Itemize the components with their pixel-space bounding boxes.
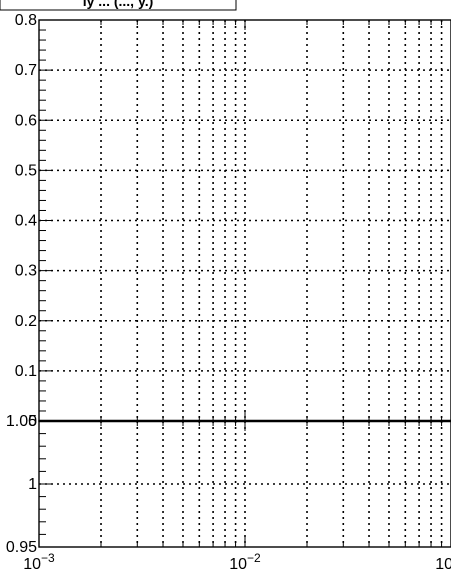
y-tick-label: 0.95 [6,539,37,556]
y-tick-label: 0.4 [15,213,37,230]
title-text: ly ... (..., y.) [83,0,154,9]
y-tick-label: 0.8 [15,12,37,29]
x-tick-label: 10−3 [23,551,55,571]
y-tick-label: 0.5 [15,162,37,179]
y-tick-label: 0 [28,413,37,430]
y-tick-label: 0.7 [15,62,37,79]
y-tick-label: 1.05 [6,413,37,430]
x-tick-label: 10−2 [229,551,261,571]
y-tick-label: 1 [28,476,37,493]
lower-panel: 0.95 1 1.05 10−3 10−2 10−1 [6,413,451,571]
title-box: ly ... (..., y.) [0,0,237,11]
y-tick-label: 0.2 [15,313,37,330]
y-tick-label: 0.3 [15,263,37,280]
y-tick-label: 0.6 [15,112,37,129]
upper-panel: 0 0.1 0.2 0.3 0.4 0.5 0.6 0.7 0.8 [15,12,451,430]
y-tick-label: 0.1 [15,363,37,380]
x-tick-label: 10−1 [435,551,451,571]
